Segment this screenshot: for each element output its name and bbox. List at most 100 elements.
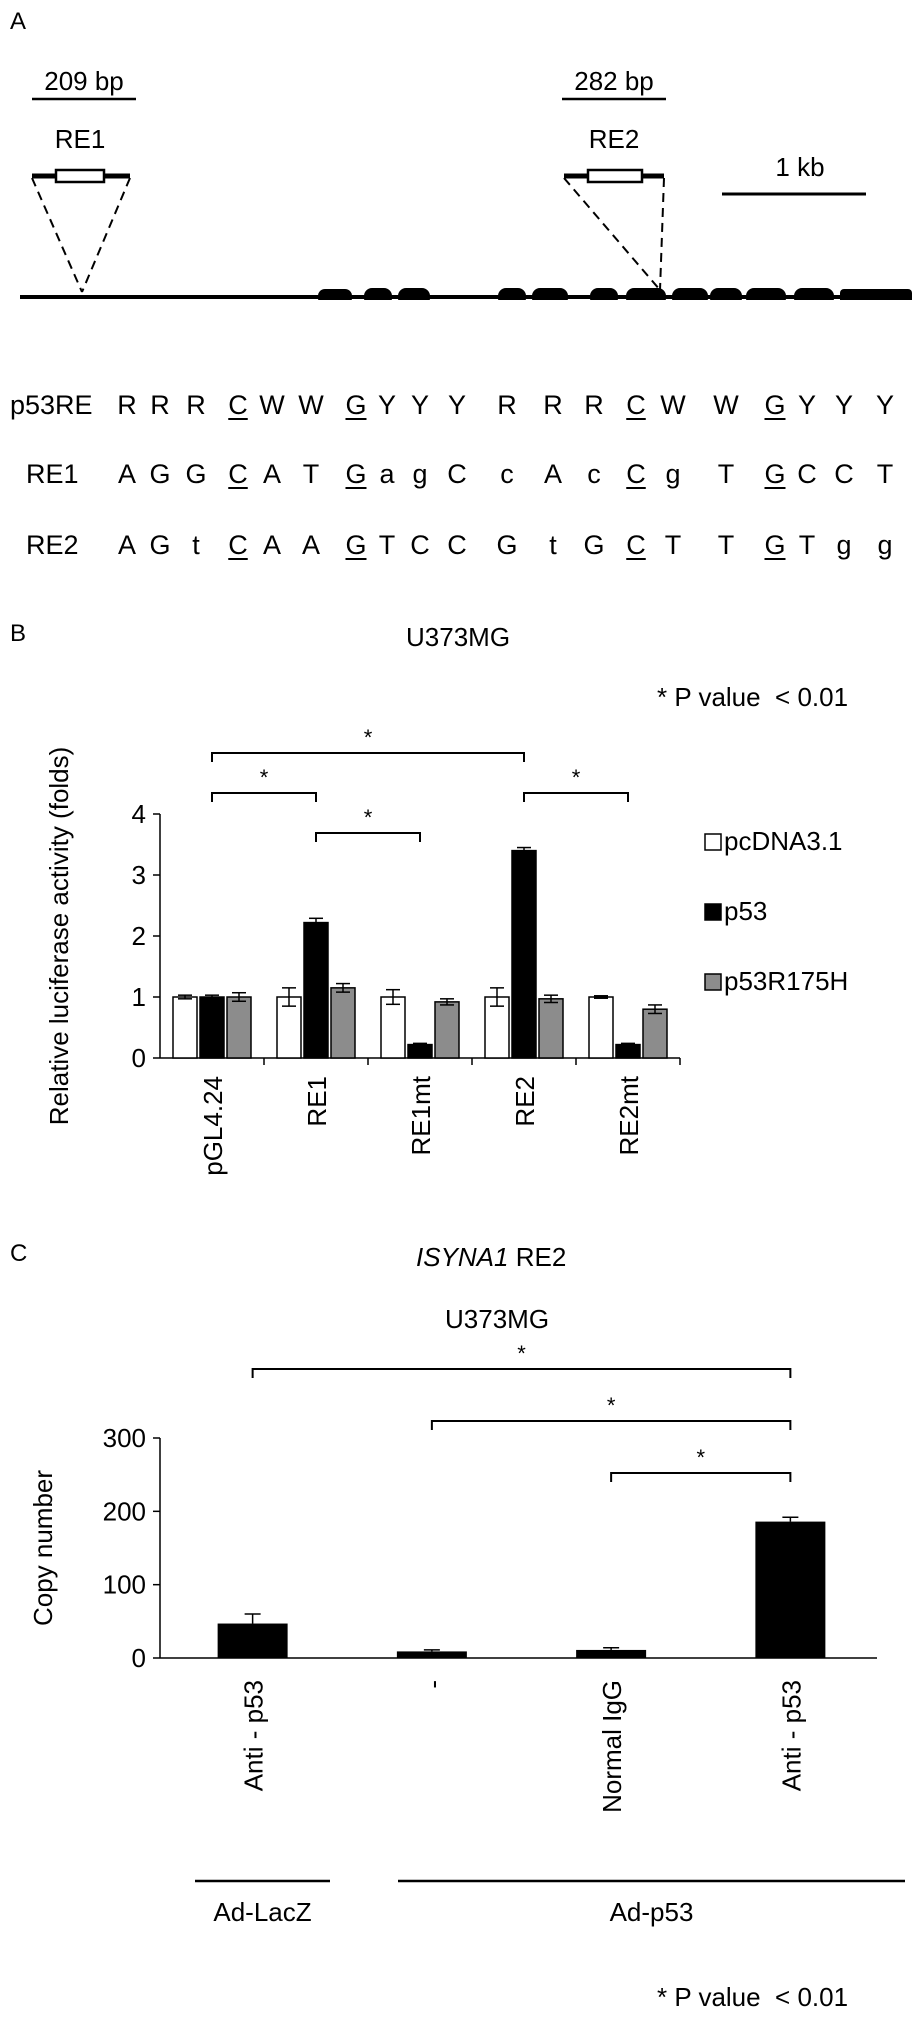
y-tick-label: 0 [132, 1643, 146, 1673]
exon [626, 288, 666, 300]
y-tick-label: 3 [132, 860, 146, 890]
seq-letter: G [583, 530, 605, 560]
panel-c-title-suffix: RE2 [508, 1242, 567, 1272]
significance-star: * [364, 805, 373, 830]
x-tick-label: RE2 [510, 1076, 540, 1127]
bar [396, 1651, 467, 1658]
seq-letter: G [764, 390, 786, 420]
seq-letter: t [192, 530, 200, 560]
significance-star: * [696, 1445, 705, 1470]
seq-letter: R [186, 390, 206, 420]
seq-letter: C [447, 459, 467, 489]
x-tick-label: Anti - p53 [776, 1680, 806, 1791]
seq-letter: A [301, 530, 320, 560]
seq-letter: W [713, 390, 739, 420]
re1-dash-left [31, 177, 83, 293]
seq-name: RE2 [26, 530, 79, 560]
seq-letter: G [764, 530, 786, 560]
seq-letter: T [717, 530, 735, 560]
bar [538, 998, 564, 1059]
seq-row-p53re: p53RE R R R C W W G Y Y Y R R R C W W G … [0, 390, 917, 434]
seq-letter: T [717, 459, 735, 489]
bar [434, 1001, 460, 1059]
luciferase-bar-chart: 0 1 2 3 4 Relative luciferase activity (folds… [44, 725, 848, 1176]
seq-letter: g [412, 459, 428, 489]
x-tick-label: Normal IgG [597, 1680, 627, 1813]
scale-bar-label: 1 kb [775, 152, 824, 182]
exon [364, 288, 392, 300]
seq-letter: t [549, 530, 557, 560]
x-tick-label: Anti - p53 [239, 1680, 269, 1791]
re2-dash-right [659, 177, 665, 291]
bar [303, 921, 329, 1059]
seq-letter: R [117, 390, 137, 420]
y-tick-label: 200 [103, 1496, 146, 1526]
re2-size-label: 282 bp [574, 66, 654, 96]
bar [576, 1649, 647, 1658]
bar [642, 1008, 668, 1059]
y-axis-label: Copy number [28, 1470, 58, 1626]
re2-element-box [586, 168, 644, 184]
seq-name: RE1 [26, 459, 79, 489]
seq-letter: Y [410, 390, 429, 420]
exon [746, 288, 786, 300]
bar [199, 996, 225, 1059]
seq-letter: W [660, 390, 686, 420]
exon [532, 288, 568, 300]
seq-letter: T [798, 530, 816, 560]
panel-b-letter: B [10, 620, 27, 647]
gene-structure-diagram: 209 bp RE1 282 bp RE2 1 kb [20, 66, 912, 300]
seq-letter: R [543, 390, 563, 420]
seq-letter: Y [377, 390, 396, 420]
exons [318, 288, 912, 300]
exon [794, 288, 834, 300]
y-tick-label: 300 [103, 1423, 146, 1453]
legend-label: pcDNA3.1 [724, 826, 843, 856]
seq-letter: g [665, 459, 681, 489]
legend-swatch [704, 833, 722, 851]
seq-letter: A [262, 459, 281, 489]
significance-star: * [517, 1341, 526, 1366]
significance-bracket [523, 792, 629, 802]
panel-c-title-gene: ISYNA1 [416, 1242, 509, 1272]
seq-letter: C [228, 459, 248, 489]
significance-bracket [315, 832, 421, 842]
seq-letter: T [378, 530, 396, 560]
panel-c: C ISYNA1 RE2 U373MG * P value < 0.01 0 10… [0, 1240, 917, 2031]
seq-letter: C [410, 530, 430, 560]
seq-letter: a [379, 459, 395, 489]
x-tick-label: RE1mt [406, 1075, 436, 1155]
bar [276, 996, 302, 1059]
seq-letter: T [876, 459, 894, 489]
y-tick-label: 100 [103, 1570, 146, 1600]
re2-dash-left [563, 177, 661, 291]
seq-letter: g [877, 530, 893, 560]
seq-letter: A [117, 530, 136, 560]
seq-letter: W [298, 390, 324, 420]
significance-star: * [607, 1393, 616, 1418]
seq-letter: C [797, 459, 817, 489]
bar [511, 849, 537, 1059]
re1-size-label: 209 bp [44, 66, 124, 96]
significance-bracket [211, 792, 317, 802]
seq-letter: c [587, 459, 601, 489]
exon [318, 289, 352, 300]
exon [498, 288, 526, 300]
bar [407, 1043, 433, 1059]
legend-swatch [704, 973, 722, 991]
seq-letter: G [345, 459, 367, 489]
seq-letter: T [302, 459, 320, 489]
seq-letter: C [626, 459, 646, 489]
bar [226, 996, 252, 1059]
chip-bar-chart: 0 100 200 300 Copy number Anti - p53 - Normal I… [28, 1341, 905, 1927]
seq-name: p53RE [10, 390, 93, 420]
panel-c-title: ISYNA1 RE2 [416, 1242, 566, 1273]
seq-letter: c [500, 459, 514, 489]
seq-letter: C [447, 530, 467, 560]
significance-star: * [572, 765, 581, 790]
seq-letter: G [345, 390, 367, 420]
y-tick-label: 1 [132, 982, 146, 1012]
y-tick-label: 4 [132, 799, 146, 829]
significance-star: * [364, 725, 373, 750]
seq-letter: G [764, 459, 786, 489]
